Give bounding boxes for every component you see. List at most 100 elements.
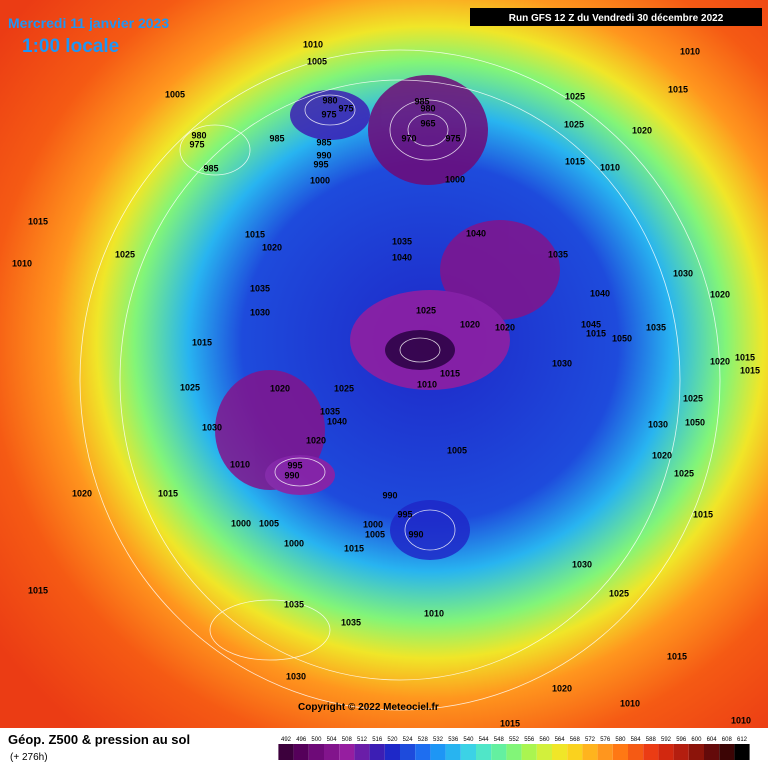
scale-label: 532 (433, 737, 444, 743)
isobar-label: 995 (287, 460, 302, 470)
isobar-label: 1020 (710, 289, 730, 299)
scale-label: 564 (555, 737, 566, 743)
isobar-label: 1020 (632, 125, 652, 135)
time: 1:00 locale (22, 36, 119, 57)
isobar-label: 985 (414, 96, 429, 106)
isobar-label: 1050 (612, 333, 632, 343)
isobar-label: 1035 (392, 236, 412, 246)
isobar-label: 1025 (683, 393, 703, 403)
isobar-label: 1010 (12, 258, 32, 268)
isobar-label: 980 (322, 95, 337, 105)
isobar-label: 1025 (180, 382, 200, 392)
scale-label: 536 (448, 737, 459, 743)
isobar-label: 1020 (270, 383, 290, 393)
scale-swatch (597, 744, 613, 760)
isobar-label: 975 (321, 109, 336, 119)
scale-swatch (491, 744, 507, 760)
scale-label: 572 (585, 737, 596, 743)
isobar-label: 1005 (365, 529, 385, 539)
isobar-label: 980 (191, 130, 206, 140)
isobar-label: 1005 (447, 445, 467, 455)
isobar-label: 985 (316, 137, 331, 147)
scale-label: 528 (418, 737, 429, 743)
isobar-label: 1010 (731, 715, 751, 725)
scale-swatch (582, 744, 598, 760)
scale-swatch (643, 744, 659, 760)
isobar-label: 1025 (674, 468, 694, 478)
scale-swatch (521, 744, 537, 760)
isobar-label: 1000 (310, 175, 330, 185)
scale-label: 556 (524, 737, 535, 743)
isobar-label: 1010 (620, 698, 640, 708)
isobar-label: 1025 (609, 588, 629, 598)
isobar-label: 990 (408, 529, 423, 539)
isobar-label: 995 (397, 509, 412, 519)
scale-label: 512 (357, 737, 368, 743)
scale-swatch (354, 744, 370, 760)
scale-swatch (506, 744, 522, 760)
scale-swatch (308, 744, 324, 760)
isobar-label: 1025 (416, 305, 436, 315)
scale-label: 600 (691, 737, 702, 743)
isobar-label: 1015 (344, 543, 364, 553)
isobar-label: 1050 (685, 417, 705, 427)
scale-label: 524 (403, 737, 414, 743)
scale-swatch (430, 744, 446, 760)
scale-swatch (445, 744, 461, 760)
isobar-label: 1015 (28, 216, 48, 226)
scale-swatch (369, 744, 385, 760)
isobar-label: 985 (203, 163, 218, 173)
isobar-label: 1010 (230, 459, 250, 469)
scale-label: 548 (494, 737, 505, 743)
isobar-label: 965 (420, 118, 435, 128)
isobar-label: 1030 (250, 307, 270, 317)
isobar-label: 1010 (303, 39, 323, 49)
isobar-label: 1010 (424, 608, 444, 618)
isobar-label: 975 (338, 103, 353, 113)
scale-label: 552 (509, 737, 520, 743)
scale-label: 496 (296, 737, 307, 743)
isobar-label: 1025 (564, 119, 584, 129)
scale-label: 588 (646, 737, 657, 743)
scale-label: 516 (372, 737, 383, 743)
scale-label: 612 (737, 737, 748, 743)
isobar-label: 1020 (552, 683, 572, 693)
isobar-label: 1040 (392, 252, 412, 262)
copyright: Copyright © 2022 Meteociel.fr (298, 702, 439, 713)
isobar-label: 1020 (710, 356, 730, 366)
isobar-label: 1015 (693, 509, 713, 519)
isobar-label: 975 (445, 133, 460, 143)
isobar-label: 1010 (680, 46, 700, 56)
scale-swatch (415, 744, 431, 760)
scale-label: 500 (311, 737, 322, 743)
isobar-label: 1035 (341, 617, 361, 627)
isobar-label: 1005 (307, 56, 327, 66)
scale-swatch (658, 744, 674, 760)
isobar-label: 975 (189, 139, 204, 149)
isobar-label: 1030 (202, 422, 222, 432)
isobar-label: 1000 (445, 174, 465, 184)
isobar-label: 1020 (72, 488, 92, 498)
scale-swatch (734, 744, 750, 760)
scale-swatch (400, 744, 416, 760)
isobar-label: 1045 (581, 319, 601, 329)
isobar-label: 990 (382, 490, 397, 500)
isobar-label: 970 (401, 133, 416, 143)
scale-swatch (552, 744, 568, 760)
isobar-label: 1025 (115, 249, 135, 259)
scale-label: 604 (707, 737, 718, 743)
isobar-label: 1015 (740, 365, 760, 375)
isobar-label: 1030 (572, 559, 592, 569)
isobar-label: 1030 (552, 358, 572, 368)
isobar-label: 1015 (565, 156, 585, 166)
scale-label: 504 (327, 737, 338, 743)
scale-label: 544 (479, 737, 490, 743)
scale-swatch (278, 744, 294, 760)
scale-label: 584 (631, 737, 642, 743)
scale-swatch (293, 744, 309, 760)
scale-label: 596 (676, 737, 687, 743)
lead-time: (+ 276h) (10, 752, 48, 763)
isobar-label: 1035 (320, 406, 340, 416)
isobar-label: 1030 (286, 671, 306, 681)
